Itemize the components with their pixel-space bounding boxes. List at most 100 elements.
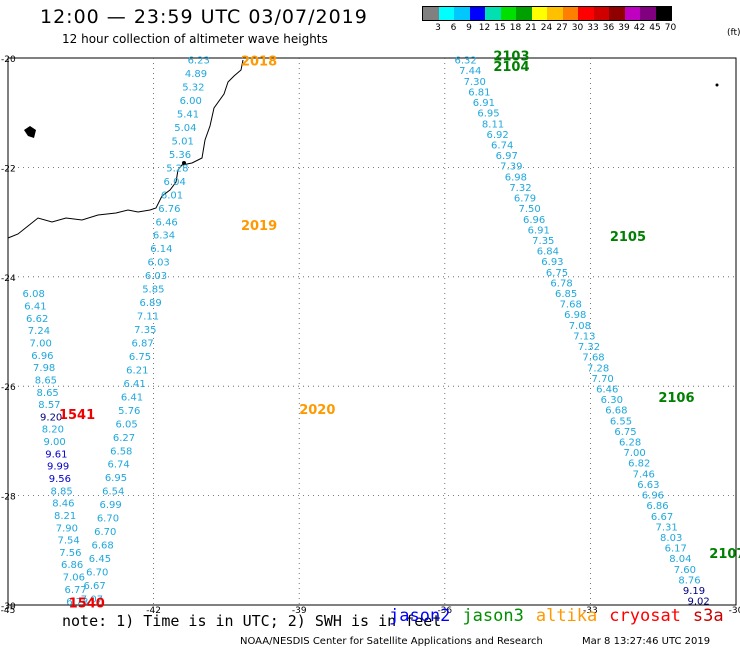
color-scale: 3 6 9 12 15 18 21 24 27 30 33 36 39 42 45 70 (ft) xyxy=(422,6,740,38)
swh-value: 6.96 xyxy=(523,215,545,226)
scale-swatch xyxy=(423,7,439,20)
swh-value: 7.00 xyxy=(30,338,52,349)
swh-value: 6.62 xyxy=(26,314,48,325)
swh-value: 6.91 xyxy=(528,225,550,236)
scale-tick: 27 xyxy=(556,23,568,33)
pass-number-label: 2020 xyxy=(299,403,335,418)
scale-swatch xyxy=(438,7,454,20)
longitude-label: -36 xyxy=(437,606,452,616)
swh-value: 6.27 xyxy=(113,433,135,444)
swh-value: 6.97 xyxy=(496,151,518,162)
swh-value: 6.00 xyxy=(180,96,202,107)
pass-number-label: 2107 xyxy=(709,547,740,562)
swh-value: 6.63 xyxy=(637,480,659,491)
swh-value: 6.70 xyxy=(94,527,116,538)
latitude-label: -20 xyxy=(1,55,16,65)
swh-value: 6.98 xyxy=(505,172,527,183)
scale-tick: 70 xyxy=(664,23,677,33)
swh-value: 7.28 xyxy=(587,363,609,374)
swh-value: 5.04 xyxy=(174,123,196,134)
swh-value: 6.41 xyxy=(124,379,146,390)
pass-number-label: 2105 xyxy=(610,230,646,245)
swh-value: 6.30 xyxy=(601,395,623,406)
swh-value: 6.70 xyxy=(97,514,119,525)
swh-value: 5.76 xyxy=(118,406,140,417)
scale-swatch xyxy=(547,7,563,20)
scale-tick: 3 xyxy=(435,23,441,33)
swh-value: 6.86 xyxy=(61,560,83,571)
swh-value: 6.34 xyxy=(153,231,175,242)
scale-swatch xyxy=(609,7,625,20)
swh-value: 6.75 xyxy=(546,268,568,279)
scale-swatch xyxy=(640,7,656,20)
swh-value: 6.54 xyxy=(102,487,124,498)
swh-value: 7.32 xyxy=(578,342,600,353)
map-title: 12:00 — 23:59 UTC 03/07/2019 xyxy=(40,6,368,28)
swh-value: 7.00 xyxy=(624,448,646,459)
swh-value: 6.01 xyxy=(161,190,183,201)
scale-swatch xyxy=(655,7,671,20)
scale-tick: 36 xyxy=(602,23,615,33)
swh-value: 9.20 xyxy=(40,412,62,423)
swh-value: 7.56 xyxy=(59,548,81,559)
swh-value: 6.85 xyxy=(555,289,577,300)
scale-tick: 6 xyxy=(450,23,457,33)
swh-value: 8.46 xyxy=(52,499,74,510)
scale-tick: 18 xyxy=(509,23,522,33)
swh-value: 8.04 xyxy=(669,554,691,565)
latitude-label: -22 xyxy=(1,164,16,174)
swh-value: 7.30 xyxy=(464,77,486,88)
swh-value: 6.14 xyxy=(150,244,172,255)
longitude-label: -33 xyxy=(583,606,598,616)
map-grid xyxy=(7,57,737,606)
scale-swatch xyxy=(469,7,485,20)
longitude-label: -30 xyxy=(729,606,740,616)
scale-tick: 12 xyxy=(478,23,491,33)
swh-value: 7.46 xyxy=(633,469,655,480)
scale-swatch xyxy=(485,7,501,20)
swh-value: 7.60 xyxy=(674,565,696,576)
latitude-label: -26 xyxy=(1,383,16,393)
swh-value: 7.08 xyxy=(569,321,591,332)
scale-swatch xyxy=(500,7,516,20)
swh-value: 7.24 xyxy=(28,326,50,337)
swh-value: 6.78 xyxy=(550,278,572,289)
swh-value: 6.46 xyxy=(596,384,618,395)
swh-value: 7.68 xyxy=(560,300,582,311)
coastline-path xyxy=(7,59,244,239)
swh-value: 7.13 xyxy=(573,331,595,342)
legend-jason2: jason2 xyxy=(389,606,451,626)
map-frame xyxy=(7,57,737,606)
swh-value: 8.65 xyxy=(37,388,59,399)
scale-swatch xyxy=(624,7,640,20)
legend-s3a: s3a xyxy=(692,606,724,626)
swh-value: 6.99 xyxy=(99,500,121,511)
longitude-label: -42 xyxy=(146,606,161,616)
swh-value: 9.19 xyxy=(683,586,705,597)
swh-value: 8.57 xyxy=(38,400,60,411)
pass-number-label: 2103 xyxy=(493,49,529,64)
swh-value: 6.67 xyxy=(83,581,105,592)
swh-value: 9.02 xyxy=(687,597,709,608)
island-shape xyxy=(24,126,36,138)
swh-value: 9.00 xyxy=(44,437,66,448)
swh-value: 6.68 xyxy=(605,406,627,417)
swh-value: 6.95 xyxy=(477,109,499,120)
swh-value: 7.54 xyxy=(58,536,80,547)
swh-value: 6.95 xyxy=(105,473,127,484)
swh-value: 7.31 xyxy=(655,522,677,533)
swh-value: 6.77 xyxy=(64,585,86,596)
swh-value: 6.21 xyxy=(126,365,148,376)
swh-value: 6.04 xyxy=(164,177,186,188)
swh-value: 6.74 xyxy=(491,141,513,152)
swh-value: 7.90 xyxy=(56,523,78,534)
coastline xyxy=(7,59,719,239)
footer-note: note: 1) Time is in UTC; 2) SWH is in fe… xyxy=(62,612,442,630)
swh-value: 6.58 xyxy=(110,446,132,457)
scale-swatch xyxy=(531,7,547,20)
swh-value: 6.98 xyxy=(564,310,586,321)
swh-value: 6.03 xyxy=(145,271,167,282)
swh-value: 7.35 xyxy=(134,325,156,336)
swh-value: 4.89 xyxy=(185,69,207,80)
